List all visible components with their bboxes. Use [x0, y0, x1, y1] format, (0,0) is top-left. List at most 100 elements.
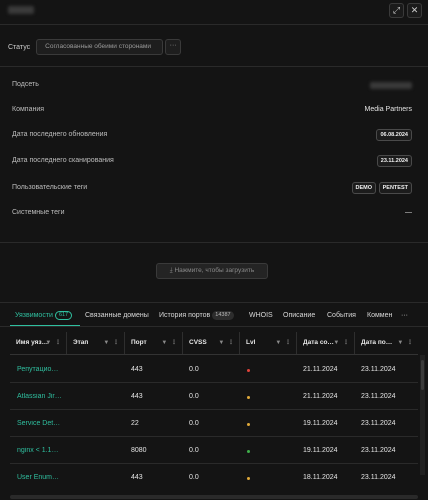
active-tab-indicator [10, 325, 80, 327]
subnet-value-redacted [370, 82, 412, 89]
tab-description[interactable]: Описание [283, 312, 316, 319]
date-last-cell: 23.11.2024 [361, 474, 396, 481]
field-last-update: Дата последнего обновления 06.08.2024 [12, 129, 412, 143]
last-scan-label: Дата последнего сканирования [12, 157, 114, 164]
filter-icon[interactable]: ▼ ⋮ [103, 340, 120, 346]
cvss-cell: 0.0 [189, 420, 199, 427]
column-header-cvss[interactable]: CVSS ▼ ⋮ [183, 332, 240, 354]
vertical-scrollbar[interactable] [420, 355, 425, 475]
close-icon[interactable]: ✕ [407, 3, 422, 18]
status-label: Статус [8, 43, 31, 51]
company-label: Компания [12, 106, 45, 113]
status-more-button[interactable]: ··· [165, 39, 182, 55]
tabs-more-button[interactable]: ··· [401, 312, 408, 319]
filter-icon[interactable]: ▼ ⋮ [275, 340, 292, 346]
field-subnet: Подсеть [12, 79, 412, 93]
load-button[interactable]: ⤓ Нажмите, чтобы загрузить [156, 263, 268, 279]
column-lvl-label: Lvl [246, 339, 256, 346]
date-created-cell: 19.11.2024 [303, 447, 338, 454]
tab-whois[interactable]: WHOIS [249, 312, 273, 319]
column-header-date-created[interactable]: Дата со… ▼ ⋮ [297, 332, 355, 354]
column-header-stage[interactable]: Этап ▼ ⋮ [67, 332, 125, 354]
column-stage-label: Этап [73, 339, 89, 346]
last-update-label: Дата последнего обновления [12, 131, 108, 138]
ports-count-badge: 14387 [212, 311, 234, 320]
tab-comments[interactable]: Коммен [367, 312, 393, 319]
column-date2-label: Дата по… [361, 339, 393, 346]
tab-bar: Уязвимости 617 Связанные домены История п… [0, 310, 428, 326]
column-header-date-last[interactable]: Дата по… ▼ ⋮ [355, 332, 418, 354]
tabs-bottom-divider [0, 326, 428, 327]
filter-icon[interactable]: ▼ ⋮ [218, 340, 235, 346]
vuln-name-link[interactable]: Service Det… [17, 420, 61, 427]
level-indicator [247, 396, 250, 399]
date-created-cell: 18.11.2024 [303, 474, 338, 481]
tabs-top-divider [0, 302, 428, 303]
status-select[interactable]: Согласованные обеими сторонами [36, 39, 164, 55]
date-last-cell: 23.11.2024 [361, 447, 396, 454]
tab-events[interactable]: События [327, 312, 356, 319]
vulns-count-badge: 617 [54, 311, 73, 320]
column-header-lvl[interactable]: Lvl ▼ ⋮ [240, 332, 297, 354]
level-indicator [247, 450, 250, 453]
window-title-redacted [8, 6, 34, 14]
row-divider [10, 382, 418, 383]
field-system-tags: Системные теги — [12, 207, 412, 221]
user-tag-pentest[interactable]: PENTEST [378, 182, 412, 194]
vertical-scrollbar-thumb[interactable] [421, 360, 424, 390]
tab-ports-history-label: История портов [159, 312, 211, 319]
last-scan-value: 23.11.2024 [376, 155, 412, 167]
date-last-cell: 23.11.2024 [361, 420, 396, 427]
system-tags-label: Системные теги [12, 209, 65, 216]
field-last-scan: Дата последнего сканирования 23.11.2024 [12, 155, 412, 169]
system-tags-value: — [405, 209, 412, 216]
column-header-name[interactable]: Имя уяз… ▼ ⋮ [10, 332, 67, 354]
cvss-cell: 0.0 [189, 447, 199, 454]
row-divider [10, 409, 418, 410]
row-divider [10, 463, 418, 464]
vuln-name-link[interactable]: Репутацио… [17, 366, 59, 373]
date-last-cell: 23.11.2024 [361, 366, 396, 373]
title-bar: ⤢ ✕ [0, 0, 428, 24]
filter-icon[interactable]: ▼ ⋮ [45, 340, 62, 346]
horizontal-scrollbar[interactable] [10, 495, 418, 499]
tab-vulnerabilities[interactable]: Уязвимости 617 [15, 310, 73, 326]
column-port-label: Порт [131, 339, 147, 346]
field-user-tags: Пользовательские теги DEMO PENTEST [12, 182, 412, 196]
filter-icon[interactable]: ▼ ⋮ [333, 340, 350, 346]
tab-related-domains[interactable]: Связанные домены [85, 312, 149, 319]
port-cell: 443 [131, 393, 143, 400]
title-divider [0, 24, 428, 25]
company-value: Media Partners [364, 106, 412, 113]
column-cvss-label: CVSS [189, 339, 207, 346]
cvss-cell: 0.0 [189, 366, 199, 373]
level-indicator [247, 423, 250, 426]
user-tag-demo[interactable]: DEMO [351, 182, 376, 194]
status-row: Статус Согласованные обеими сторонами ··… [8, 39, 182, 55]
vuln-name-link[interactable]: User Enum… [17, 474, 60, 481]
tab-ports-history[interactable]: История портов 14387 [159, 310, 234, 326]
user-tags-label: Пользовательские теги [12, 184, 88, 191]
cvss-cell: 0.0 [189, 393, 199, 400]
status-divider [0, 66, 428, 67]
column-date1-label: Дата со… [303, 339, 334, 346]
filter-icon[interactable]: ▼ ⋮ [161, 340, 178, 346]
expand-icon[interactable]: ⤢ [389, 3, 404, 18]
tab-vulnerabilities-label: Уязвимости [15, 312, 53, 319]
cvss-cell: 0.0 [189, 474, 199, 481]
fields-divider [0, 242, 428, 243]
field-company: Компания Media Partners [12, 104, 412, 118]
column-header-port[interactable]: Порт ▼ ⋮ [125, 332, 183, 354]
vuln-name-link[interactable]: nginx < 1.1… [17, 447, 59, 454]
vulnerabilities-table: Имя уяз… ▼ ⋮ Этап ▼ ⋮ Порт ▼ ⋮ CVSS ▼ ⋮ Lvl ▼… [10, 332, 418, 500]
date-created-cell: 21.11.2024 [303, 393, 338, 400]
level-indicator [247, 369, 250, 372]
vuln-name-link[interactable]: Atlassian Jir… [17, 393, 62, 400]
table-header-divider [10, 354, 418, 355]
port-cell: 443 [131, 474, 143, 481]
last-update-value: 06.08.2024 [376, 129, 412, 141]
filter-icon[interactable]: ▼ ⋮ [397, 340, 414, 346]
subnet-label: Подсеть [12, 81, 39, 88]
date-created-cell: 21.11.2024 [303, 366, 338, 373]
date-last-cell: 23.11.2024 [361, 393, 396, 400]
